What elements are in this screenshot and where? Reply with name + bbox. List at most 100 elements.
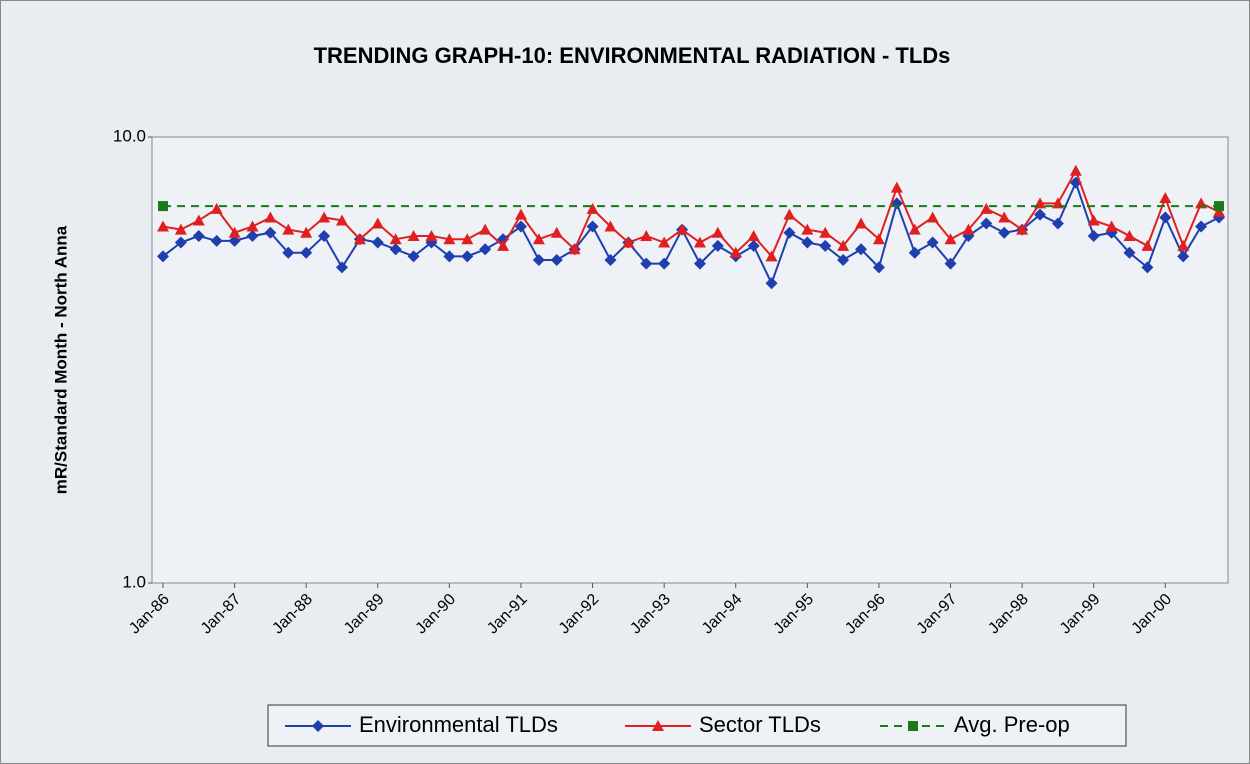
data-point	[640, 229, 653, 241]
data-point	[944, 257, 957, 270]
data-point	[443, 233, 456, 245]
data-point	[1105, 220, 1118, 232]
legend-marker	[312, 720, 324, 732]
data-point	[747, 239, 760, 252]
data-point	[908, 246, 921, 259]
data-point	[1141, 261, 1154, 274]
data-point	[855, 217, 868, 229]
chart-title: TRENDING GRAPH-10: ENVIRONMENTAL RADIATI…	[314, 43, 951, 68]
data-point	[264, 226, 277, 239]
data-point	[532, 233, 545, 245]
data-point	[300, 246, 313, 259]
data-point	[425, 229, 438, 241]
data-point	[1213, 205, 1225, 217]
data-point	[676, 223, 689, 235]
data-point	[1141, 239, 1154, 251]
data-point	[407, 229, 420, 241]
data-point	[783, 208, 796, 220]
data-point	[998, 211, 1011, 223]
data-point	[461, 233, 474, 245]
data-point	[158, 201, 168, 212]
data-point	[1159, 191, 1172, 203]
data-point	[246, 229, 259, 242]
data-point	[407, 250, 420, 263]
legend-label: Avg. Pre-op	[954, 712, 1070, 737]
data-point	[1087, 214, 1100, 226]
data-point	[765, 250, 778, 262]
data-point	[1069, 164, 1082, 176]
data-point	[837, 253, 850, 266]
data-point	[980, 202, 993, 214]
data-point	[586, 220, 599, 233]
plot-area	[151, 136, 1229, 584]
data-point	[801, 223, 814, 235]
legend-label: Environmental TLDs	[359, 712, 558, 737]
data-point	[389, 233, 402, 245]
data-point	[998, 226, 1011, 239]
data-point	[837, 239, 850, 251]
data-point	[640, 257, 653, 270]
data-point	[282, 223, 295, 235]
data-point	[855, 243, 868, 256]
data-point	[1087, 229, 1100, 242]
data-point	[174, 236, 187, 249]
data-point	[622, 236, 635, 248]
data-point	[246, 220, 259, 232]
y-tick-label: 10.0	[113, 126, 146, 145]
data-point	[693, 257, 706, 270]
data-point	[1177, 250, 1190, 263]
data-point	[980, 217, 993, 230]
legend-label: Sector TLDs	[699, 712, 821, 737]
data-point	[926, 236, 939, 249]
data-point	[962, 223, 975, 235]
data-point	[1195, 220, 1208, 233]
data-point	[1123, 246, 1136, 259]
data-point	[318, 229, 331, 242]
data-point	[890, 181, 903, 193]
data-point	[497, 239, 510, 251]
legend	[267, 704, 1127, 747]
data-point	[371, 236, 384, 249]
data-point	[300, 226, 313, 238]
data-point	[1159, 211, 1172, 224]
data-point	[514, 220, 527, 233]
data-point	[479, 223, 492, 235]
data-point	[1214, 201, 1224, 212]
data-point	[568, 243, 581, 255]
data-point	[711, 239, 724, 252]
y-axis-label: mR/Standard Month - North Anna	[51, 225, 70, 494]
data-point	[157, 250, 169, 263]
data-point	[819, 239, 832, 252]
data-point	[783, 226, 796, 239]
data-point	[711, 226, 724, 238]
data-point	[371, 217, 384, 229]
data-point	[514, 208, 527, 220]
legend-marker	[908, 721, 918, 731]
data-point	[604, 220, 617, 232]
data-point	[461, 250, 474, 263]
data-point	[174, 223, 187, 235]
data-point	[658, 236, 671, 248]
data-point	[228, 226, 241, 238]
data-point	[192, 214, 205, 226]
data-point	[1123, 229, 1136, 241]
data-point	[908, 223, 921, 235]
data-point	[210, 202, 223, 214]
data-point	[389, 243, 402, 256]
data-point	[443, 250, 456, 263]
data-point	[192, 229, 205, 242]
data-point	[318, 211, 331, 223]
data-point	[872, 233, 885, 245]
data-point	[693, 236, 706, 248]
data-point	[872, 261, 885, 274]
data-point	[157, 220, 169, 232]
data-point	[747, 229, 760, 241]
data-point	[1016, 223, 1029, 235]
data-point	[729, 246, 742, 258]
data-point	[550, 226, 563, 238]
data-point	[479, 243, 492, 256]
data-point	[944, 233, 957, 245]
data-point	[532, 253, 545, 266]
